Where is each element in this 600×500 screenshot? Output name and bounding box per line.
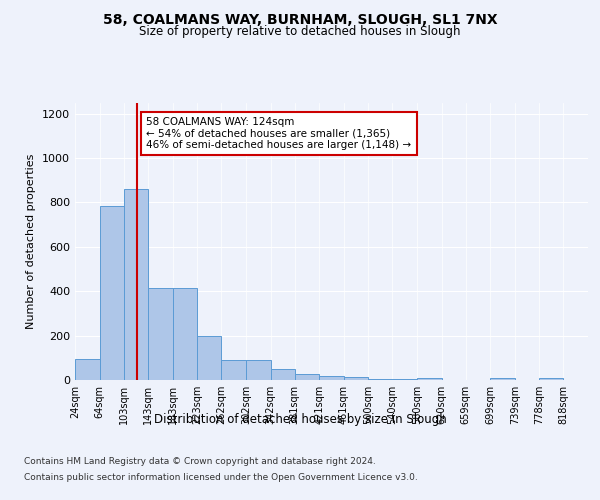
Text: Distribution of detached houses by size in Slough: Distribution of detached houses by size …: [154, 412, 446, 426]
Bar: [221, 360, 246, 380]
Bar: [319, 376, 344, 380]
Bar: [344, 376, 368, 380]
Bar: [271, 369, 295, 380]
Text: Contains HM Land Registry data © Crown copyright and database right 2024.: Contains HM Land Registry data © Crown c…: [24, 458, 376, 466]
Bar: [124, 189, 148, 380]
Bar: [490, 378, 515, 380]
Y-axis label: Number of detached properties: Number of detached properties: [26, 154, 37, 329]
Bar: [246, 360, 271, 380]
Bar: [173, 288, 197, 380]
Bar: [539, 378, 563, 380]
Bar: [392, 379, 417, 380]
Bar: [368, 379, 392, 380]
Bar: [100, 206, 124, 380]
Bar: [295, 374, 319, 380]
Text: 58, COALMANS WAY, BURNHAM, SLOUGH, SL1 7NX: 58, COALMANS WAY, BURNHAM, SLOUGH, SL1 7…: [103, 12, 497, 26]
Bar: [148, 288, 173, 380]
Bar: [417, 378, 442, 380]
Text: Size of property relative to detached houses in Slough: Size of property relative to detached ho…: [139, 25, 461, 38]
Text: 58 COALMANS WAY: 124sqm
← 54% of detached houses are smaller (1,365)
46% of semi: 58 COALMANS WAY: 124sqm ← 54% of detache…: [146, 117, 412, 150]
Text: Contains public sector information licensed under the Open Government Licence v3: Contains public sector information licen…: [24, 472, 418, 482]
Bar: [75, 359, 100, 380]
Bar: [197, 336, 221, 380]
